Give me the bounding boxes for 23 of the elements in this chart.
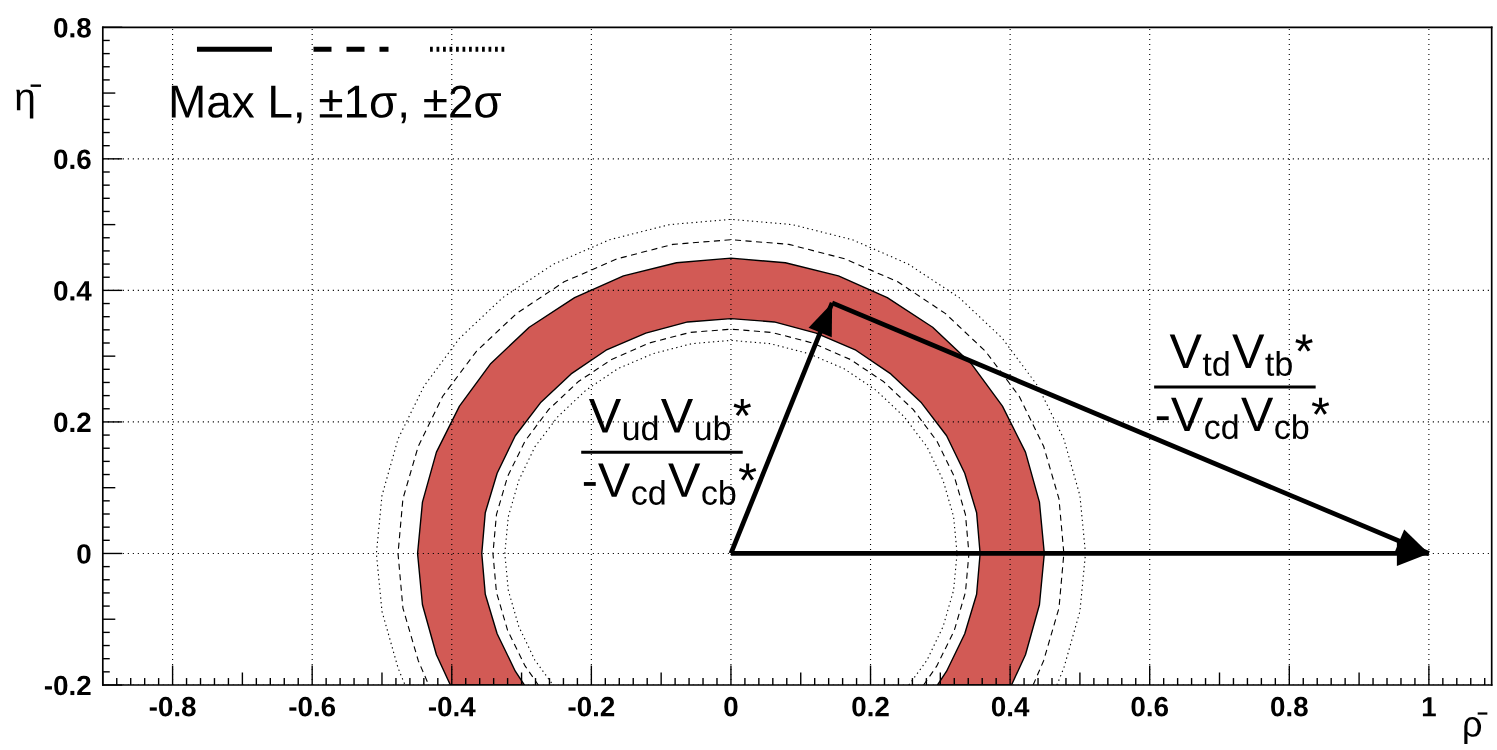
x-tick-label: -0.2: [568, 696, 615, 717]
x-tick-label: 0.6: [1131, 696, 1169, 717]
annotation: V$_{ud}$V$_{ub}$*: [588, 398, 751, 441]
y-tick-label: 0.2: [54, 412, 91, 433]
x-tick-label: -0.8: [149, 696, 196, 717]
y-tick-label: 0: [77, 544, 91, 564]
x-tick-label: 0: [724, 696, 738, 717]
annotation: -V$_{cd}$V$_{cb}$*: [583, 463, 757, 505]
y-tick-label: 0.8: [54, 17, 91, 38]
x-axis-title: ρ̄: [1464, 712, 1488, 744]
annotation: V$_{td}$V$_{tb}$*: [1169, 334, 1313, 376]
y-tick-label: -0.2: [44, 675, 91, 696]
annotation: -V$_{cd}$V$_{cb}$*: [1156, 397, 1330, 440]
x-tick-label: 1: [1422, 697, 1436, 717]
y-axis-title: η̄: [16, 84, 42, 119]
x-tick-label: -0.4: [428, 696, 476, 717]
x-tick-label: 0.8: [1271, 696, 1308, 717]
x-tick-label: 0.2: [852, 696, 889, 717]
annotation: Max L, ±1σ, ±2σ: [171, 85, 501, 124]
y-tick-label: 0.4: [54, 281, 92, 301]
x-tick-label: 0.4: [991, 696, 1030, 717]
y-tick-label: 0.6: [54, 149, 91, 170]
x-tick-label: -0.6: [289, 696, 336, 717]
